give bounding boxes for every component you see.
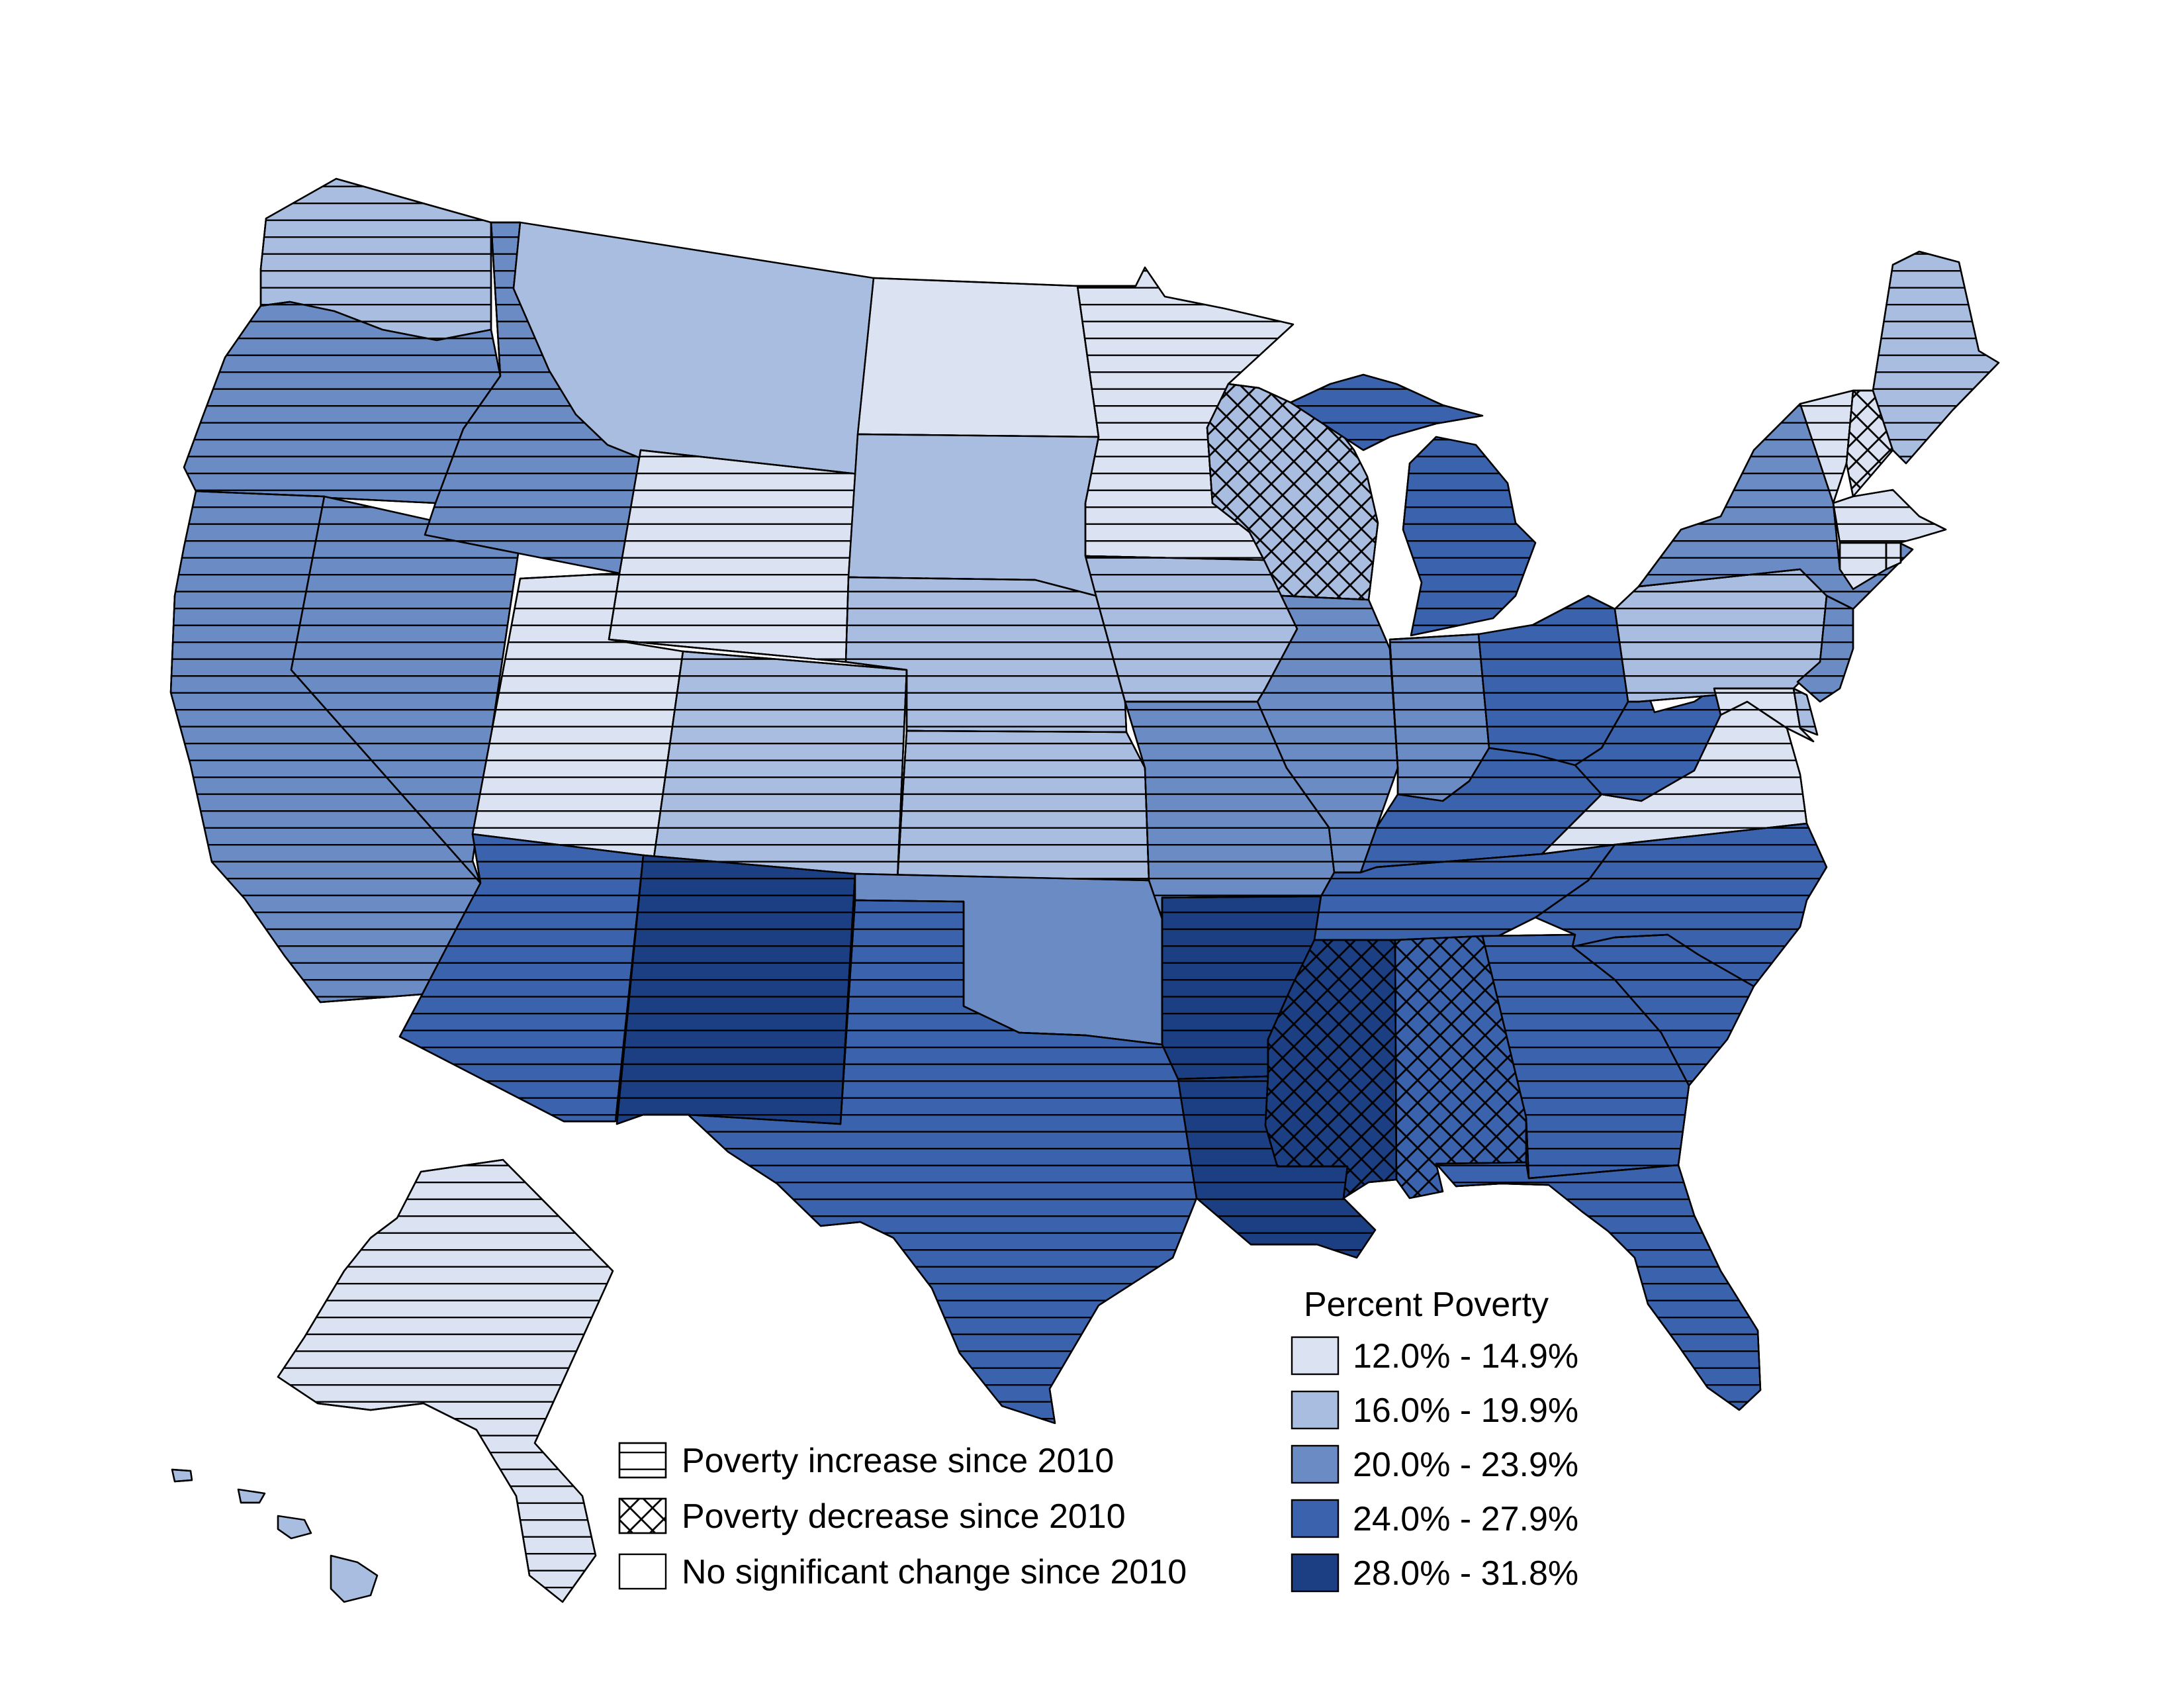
change-swatch-pattern — [618, 1442, 667, 1479]
state-WY — [608, 449, 859, 663]
poverty-class-label: 12.0% - 14.9% — [1353, 1337, 1578, 1376]
state-TX — [687, 899, 1198, 1425]
states-layer — [169, 177, 2000, 1603]
state-LA — [1177, 1075, 1377, 1259]
change-legend: Poverty increase since 2010 Poverty decre… — [618, 1442, 1187, 1591]
change-legend-label: Poverty decrease since 2010 — [682, 1497, 1126, 1536]
state-NJ — [1796, 594, 1854, 703]
poverty-class-swatch — [1291, 1444, 1340, 1484]
poverty-class-swatch — [1291, 1499, 1340, 1538]
state-PA — [1614, 568, 1828, 703]
state-WA — [259, 177, 492, 342]
poverty-class-label: 24.0% - 27.9% — [1353, 1500, 1578, 1538]
state-ND — [856, 277, 1100, 438]
state-AK — [277, 1158, 614, 1603]
poverty-class-swatch — [1291, 1390, 1340, 1430]
state-IN — [1388, 633, 1490, 802]
state-VT — [1799, 389, 1854, 504]
state-FL — [1435, 1161, 1762, 1411]
state-RI — [1885, 541, 1902, 571]
state-CT — [1839, 541, 1888, 590]
state-AZ — [398, 833, 645, 1123]
state-SC — [1571, 933, 1755, 1087]
change-legend-label: No significant change since 2010 — [682, 1553, 1187, 1591]
poverty-legend: Percent Poverty 12.0% - 14.9% 16.0% - 19.… — [1291, 1286, 1578, 1593]
state-CO — [653, 650, 908, 880]
poverty-class-swatch — [1291, 1336, 1340, 1376]
change-legend-label: Poverty increase since 2010 — [682, 1442, 1114, 1480]
change-swatch-none — [618, 1553, 667, 1590]
state-MI — [1289, 373, 1537, 637]
state-MA — [1832, 489, 1947, 544]
poverty-class-label: 28.0% - 31.8% — [1353, 1554, 1578, 1593]
state-DE — [1792, 687, 1819, 736]
state-IA — [1084, 555, 1298, 703]
state-SD — [847, 433, 1100, 597]
state-OH — [1477, 594, 1629, 767]
state-NV — [290, 495, 522, 884]
state-NM — [615, 854, 856, 1125]
state-KY — [1359, 747, 1603, 874]
state-ME — [1872, 250, 2000, 465]
state-KS — [896, 729, 1150, 882]
change-swatch-pattern — [618, 1497, 667, 1534]
poverty-class-label: 16.0% - 19.9% — [1353, 1391, 1578, 1430]
poverty-class-label: 20.0% - 23.9% — [1353, 1446, 1578, 1484]
poverty-class-swatch — [1291, 1553, 1340, 1593]
state-WI — [1206, 383, 1379, 601]
state-HI — [171, 1468, 379, 1603]
legend-title: Percent Poverty — [1304, 1286, 1549, 1324]
